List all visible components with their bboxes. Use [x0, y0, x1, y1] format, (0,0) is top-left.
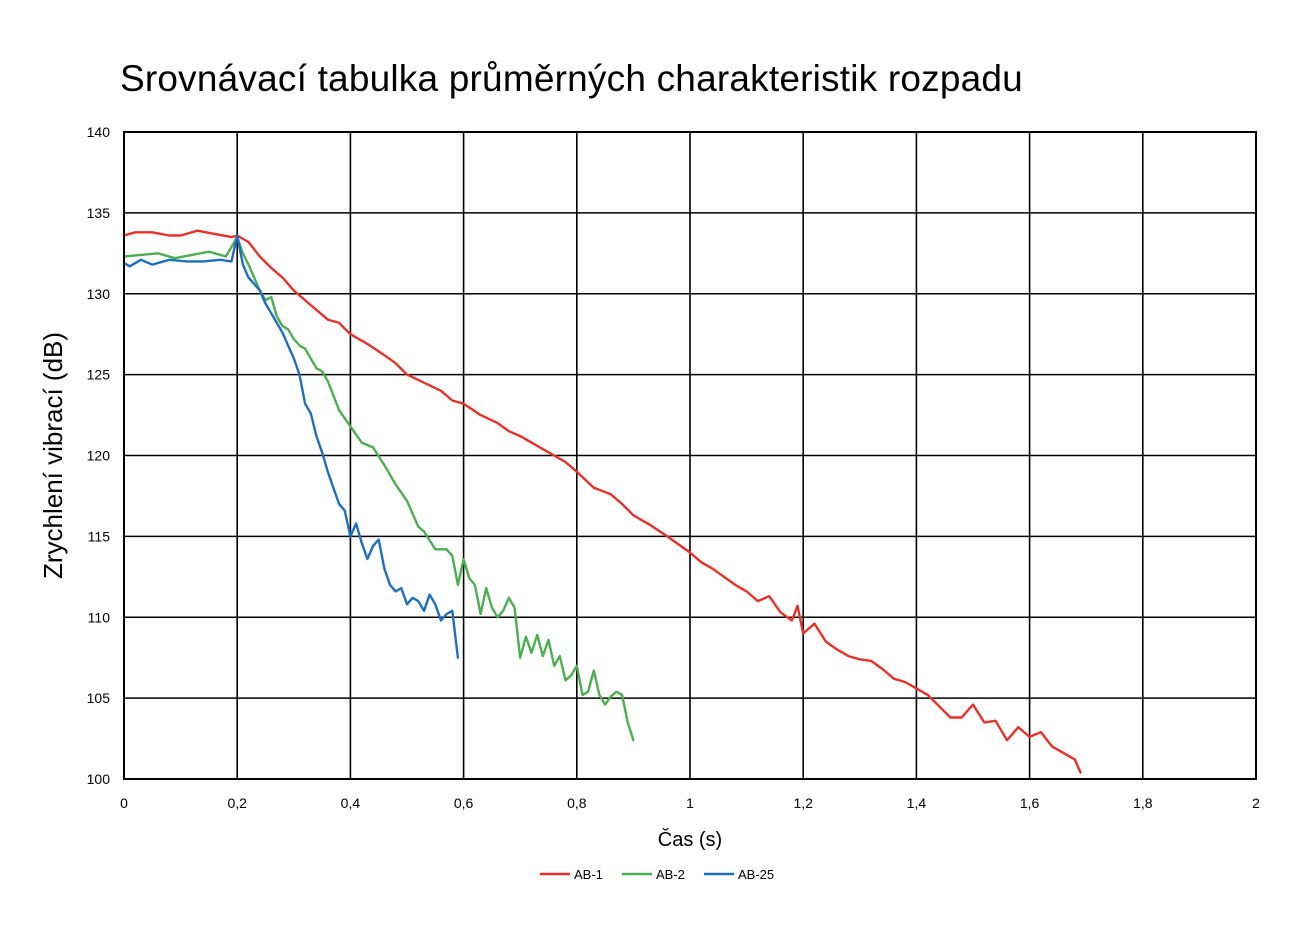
series-lines	[122, 229, 1082, 774]
legend-label: AB-2	[656, 867, 685, 882]
y-tick-label: 110	[88, 609, 111, 625]
x-tick-label: 1	[686, 795, 694, 811]
series-line-ab-2	[122, 235, 635, 742]
x-tick-label: 1,2	[793, 795, 813, 811]
x-axis-ticks: 0 0,2 0,4 0,6 0,8 1 1,2 1,4 1,6 1,8 2	[120, 795, 1260, 811]
y-tick-label: 115	[88, 528, 111, 544]
y-tick-label: 125	[87, 367, 111, 383]
y-tick-label: 130	[87, 286, 111, 302]
y-tick-label: 105	[87, 690, 111, 706]
x-tick-label: 2	[1252, 795, 1260, 811]
y-tick-label: 135	[87, 205, 111, 221]
legend-label: AB-25	[738, 867, 774, 882]
y-tick-label: 140	[87, 124, 111, 140]
plot-frame	[123, 131, 1257, 780]
y-tick-label: 120	[87, 448, 111, 464]
x-tick-label: 0,2	[227, 795, 247, 811]
y-axis-title: Zrychlení vibrací (dB)	[38, 332, 68, 579]
series-line-ab-1	[122, 229, 1082, 774]
x-tick-label: 1,8	[1133, 795, 1153, 811]
y-axis-ticks: 100 105 110 115 120 125 130 135 140	[87, 124, 111, 787]
y-tick-label: 100	[87, 771, 111, 787]
legend-label: AB-1	[574, 867, 603, 882]
legend: AB-1 AB-2 AB-25	[540, 867, 774, 882]
grid-lines	[123, 131, 1257, 780]
x-tick-label: 1,6	[1020, 795, 1040, 811]
x-tick-label: 0,6	[454, 795, 474, 811]
x-axis-title: Čas (s)	[658, 828, 722, 851]
x-tick-label: 0,8	[567, 795, 587, 811]
chart-title: Srovnávací tabulka průměrných charakteri…	[120, 58, 1023, 99]
x-tick-label: 1,4	[907, 795, 927, 811]
x-tick-label: 0	[120, 795, 128, 811]
series-line-ab-25	[122, 234, 460, 659]
x-tick-label: 0,4	[341, 795, 361, 811]
